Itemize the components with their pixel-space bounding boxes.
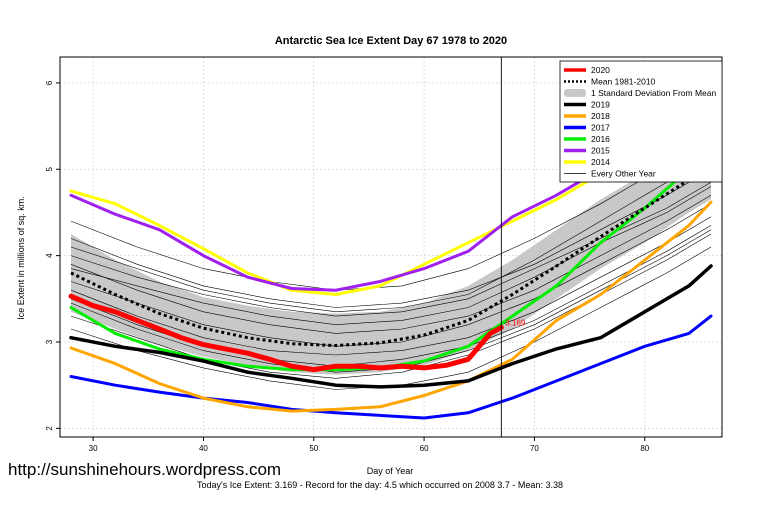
plot-border	[59, 56, 723, 438]
x-tick-label: 50	[309, 444, 318, 453]
background-year-line	[70, 216, 712, 356]
background-year-line	[70, 233, 712, 379]
x-tick-label: 30	[89, 444, 98, 453]
series-line-2018	[69, 200, 713, 413]
y-tick-label: 6	[45, 80, 54, 85]
series-line-2017	[69, 314, 713, 420]
legend-label: 2014	[591, 157, 610, 167]
background-year-line	[70, 169, 712, 308]
x-tick-label: 70	[530, 444, 539, 453]
legend-label: 2020	[591, 65, 610, 75]
chart-title: Antarctic Sea Ice Extent Day 67 1978 to …	[275, 35, 507, 47]
legend-label: 2015	[591, 146, 610, 156]
background-year-line	[70, 186, 712, 326]
legend-label: Every Other Year	[591, 169, 656, 179]
background-year-line	[70, 181, 712, 317]
y-tick-label: 2	[45, 426, 54, 431]
std-band-area	[71, 130, 711, 375]
current-value-label: 3.169	[505, 318, 526, 327]
legend-label: 2016	[591, 134, 610, 144]
axes: 30 40 50 60 70 80 2 3 4 5 6	[45, 56, 723, 453]
footnote: Today's Ice Extent: 3.169 - Record for t…	[197, 480, 563, 490]
x-tick-label: 80	[640, 444, 649, 453]
watermark-url: http://sunshinehours.wordpress.com	[8, 460, 282, 479]
x-tick-label: 60	[420, 444, 429, 453]
legend-label: 2018	[591, 111, 610, 121]
day-marker: 3.169	[500, 57, 526, 437]
y-tick-label: 4	[45, 253, 54, 258]
series-line-2019	[69, 264, 713, 389]
background-year-line	[70, 156, 712, 313]
y-tick-label: 3	[45, 339, 54, 344]
legend-box	[559, 60, 723, 183]
y-axis-label: Ice Extent in millions of sq. km.	[16, 196, 26, 320]
std-band	[71, 130, 711, 375]
legend-label: 2019	[591, 100, 610, 110]
legend-swatch	[564, 89, 586, 97]
mean-line-path	[70, 166, 712, 348]
legend-label: 2017	[591, 123, 610, 133]
background-year-line	[70, 194, 712, 334]
x-tick-label: 40	[199, 444, 208, 453]
legend-label: Mean 1981-2010	[591, 77, 656, 87]
series-line-2020	[68, 293, 504, 373]
background-year-line	[70, 203, 712, 347]
x-axis-label: Day of Year	[367, 466, 414, 476]
y-tick-label: 5	[45, 166, 54, 171]
mean-line	[70, 166, 712, 348]
legend-label: 1 Standard Deviation From Mean	[591, 88, 716, 98]
background-year-line	[70, 138, 712, 291]
